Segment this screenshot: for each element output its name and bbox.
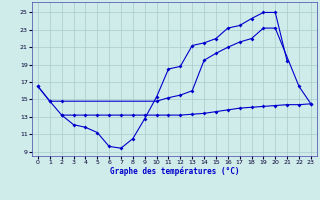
X-axis label: Graphe des températures (°C): Graphe des températures (°C) [110,167,239,176]
